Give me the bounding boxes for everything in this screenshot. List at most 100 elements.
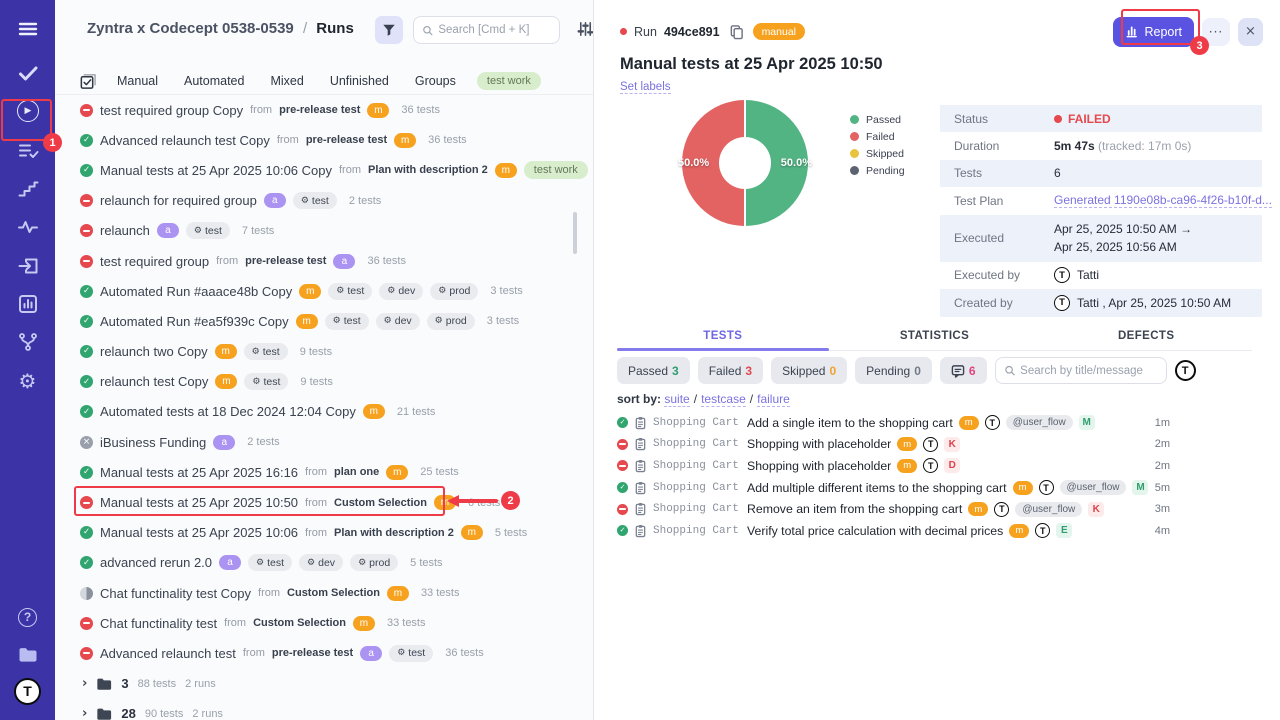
test-search-input[interactable] — [1020, 364, 1158, 377]
donut-hole — [719, 137, 771, 189]
test-title: Remove an item from the shopping cart — [747, 502, 963, 517]
folder-row[interactable]: › 28 90 tests 2 runs — [55, 699, 593, 720]
filter-skipped-button[interactable]: Skipped 0 — [771, 357, 848, 384]
from-label: from — [224, 617, 247, 630]
run-row[interactable]: × iBusiness Funding a 2 tests — [55, 427, 593, 457]
tests-check-icon[interactable] — [0, 60, 55, 86]
tab-defects[interactable]: DEFECTS — [1117, 330, 1175, 342]
test-plans-icon[interactable] — [0, 138, 55, 164]
run-row[interactable]: ✓ Automated tests at 18 Dec 2024 12:04 Co… — [55, 397, 593, 427]
test-row[interactable]: Shopping Cart... Remove an item from the … — [617, 498, 1262, 520]
run-row[interactable]: ✓ Automated Run #ea5f939c Copy m ⚙ test ⚙ dev ⚙… — [55, 306, 593, 336]
run-row[interactable]: relaunch for required group a ⚙ test 2 tests — [55, 186, 593, 216]
run-name: Advanced relaunch test Copy — [100, 132, 270, 148]
tag-filter-badge[interactable]: test work — [476, 72, 541, 90]
testcase-clipboard-icon — [635, 524, 646, 537]
tests-count: 21 tests — [396, 405, 436, 418]
scrollbar-thumb[interactable] — [573, 212, 577, 254]
projects-folder-icon[interactable] — [0, 642, 55, 668]
sort-by-failure[interactable]: failure — [757, 392, 790, 407]
test-row[interactable]: ✓ Shopping Cart... Verify total price cal… — [617, 520, 1262, 542]
run-row[interactable]: test required group Copy from pre-release … — [55, 95, 593, 125]
run-row[interactable]: Advanced relaunch test from pre-release te… — [55, 638, 593, 668]
set-labels-link[interactable]: Set labels — [620, 81, 671, 94]
run-row[interactable]: ✓ Manual tests at 25 Apr 2025 16:16 from pl… — [55, 457, 593, 487]
folder-runs-count: 2 runs — [185, 677, 216, 690]
filter-passed-button[interactable]: Passed 3 — [617, 357, 690, 384]
copy-run-id-button[interactable] — [727, 24, 746, 40]
test-row[interactable]: Shopping Cart... Shopping with placeholde… — [617, 455, 1262, 477]
test-duration: 2m — [1154, 459, 1170, 472]
legend-dot — [850, 166, 859, 175]
run-row[interactable]: relaunch a ⚙ test 7 tests — [55, 216, 593, 246]
branches-icon[interactable] — [0, 329, 55, 355]
tab-mixed[interactable]: Mixed — [270, 74, 304, 88]
run-row[interactable]: ✓ advanced rerun 2.0 a ⚙ test ⚙ dev ⚙ prod 5 test… — [55, 548, 593, 578]
run-row[interactable]: ✓ Manual tests at 25 Apr 2025 10:06 from Pl… — [55, 518, 593, 548]
adjust-settings-icon[interactable] — [575, 21, 595, 39]
sort-by-testcase[interactable]: testcase — [701, 392, 746, 407]
test-row[interactable]: ✓ Shopping Cart... Add a single item to t… — [617, 412, 1262, 434]
comments-filter-button[interactable]: 6 — [939, 357, 987, 384]
settings-gear-icon[interactable]: ⚙ — [0, 368, 55, 394]
assignee-avatar-filter[interactable]: T — [1174, 360, 1196, 381]
run-row[interactable]: Chat functinality test from Custom Selecti… — [55, 608, 593, 638]
analytics-pulse-icon[interactable] — [0, 214, 55, 240]
test-row[interactable]: Shopping Cart... Shopping with placeholde… — [617, 434, 1262, 456]
environment-badge: ⚙ test — [248, 554, 293, 572]
runs-search-input[interactable] — [438, 24, 551, 36]
status-failed-icon — [80, 254, 93, 268]
detail-close-button[interactable]: × — [1238, 17, 1263, 46]
run-row[interactable]: test required group from pre-release test a… — [55, 246, 593, 276]
run-row[interactable]: Chat functinality test Copy from Custom Se… — [55, 578, 593, 608]
sort-by-suite[interactable]: suite — [664, 392, 690, 407]
test-plan-link[interactable]: Generated 1190e08b-ca96-4f26-b10f-d... — [1054, 193, 1272, 209]
comment-icon — [951, 364, 965, 378]
filter-label: Skipped — [782, 363, 826, 378]
tab-groups[interactable]: Groups — [414, 74, 456, 88]
tests-count: 25 tests — [420, 466, 459, 479]
filter-label: Failed — [708, 363, 742, 378]
select-runs-icon[interactable] — [79, 73, 96, 90]
tab-automated[interactable]: Automated — [184, 74, 245, 88]
tab-manual[interactable]: Manual — [117, 74, 158, 88]
run-type-badge: m — [386, 464, 409, 480]
sort-separator: / — [693, 392, 698, 406]
run-row[interactable]: Manual tests at 25 Apr 2025 10:50 from Cus… — [55, 487, 593, 517]
gear-icon: ⚙ — [252, 376, 261, 387]
run-row[interactable]: ✓ relaunch test Copy m ⚙ test 9 tests — [55, 367, 593, 397]
run-type-badge: a — [156, 223, 179, 239]
reports-chart-icon[interactable] — [0, 291, 55, 317]
tests-count: 36 tests — [428, 134, 467, 147]
project-name[interactable]: Zyntra x Codecept 0538-0539 — [87, 20, 294, 37]
test-type-badge: m — [968, 502, 989, 517]
tab-statistics[interactable]: STATISTICS — [899, 330, 970, 342]
folder-row[interactable]: › 3 88 tests 2 runs — [55, 669, 593, 699]
filter-button[interactable] — [375, 16, 403, 44]
breadcrumb: Zyntra x Codecept 0538-0539 / Runs — [87, 20, 354, 37]
run-row[interactable]: ✓ Manual tests at 25 Apr 2025 10:06 Copy f… — [55, 155, 593, 185]
milestones-stairs-icon[interactable] — [0, 176, 55, 202]
import-icon[interactable] — [0, 253, 55, 279]
status-value: FAILED — [1054, 112, 1111, 126]
help-icon[interactable]: ? — [0, 604, 55, 630]
filter-pending-button[interactable]: Pending 0 — [855, 357, 932, 384]
run-type-badge: m — [494, 162, 517, 178]
tab-tests[interactable]: TESTS — [617, 324, 829, 351]
tests-count: 36 tests — [367, 255, 406, 268]
run-row[interactable]: ✓ Advanced relaunch test Copy from pre-rele… — [55, 125, 593, 155]
run-row[interactable]: ✓ Automated Run #aaace48b Copy m ⚙ test ⚙ dev ⚙… — [55, 276, 593, 306]
filter-failed-button[interactable]: Failed 3 — [697, 357, 764, 384]
run-name: iBusiness Funding — [100, 434, 207, 450]
report-button[interactable]: Report — [1113, 16, 1194, 47]
run-row[interactable]: ✓ relaunch two Copy m ⚙ test 9 tests — [55, 337, 593, 367]
status-passed-icon: ✓ — [80, 405, 93, 419]
run-name: relaunch two Copy — [100, 344, 208, 360]
user-avatar[interactable]: T — [0, 677, 55, 705]
more-actions-button[interactable]: ··· — [1202, 17, 1230, 46]
test-row[interactable]: ✓ Shopping Cart... Add multiple different… — [617, 477, 1262, 499]
runs-play-icon[interactable]: ▶ — [0, 98, 55, 124]
run-detail-panel: Run 494ce891 manual Report ··· × Manual … — [594, 0, 1280, 720]
tab-unfinished[interactable]: Unfinished — [329, 74, 389, 88]
menu-icon[interactable] — [0, 16, 55, 42]
